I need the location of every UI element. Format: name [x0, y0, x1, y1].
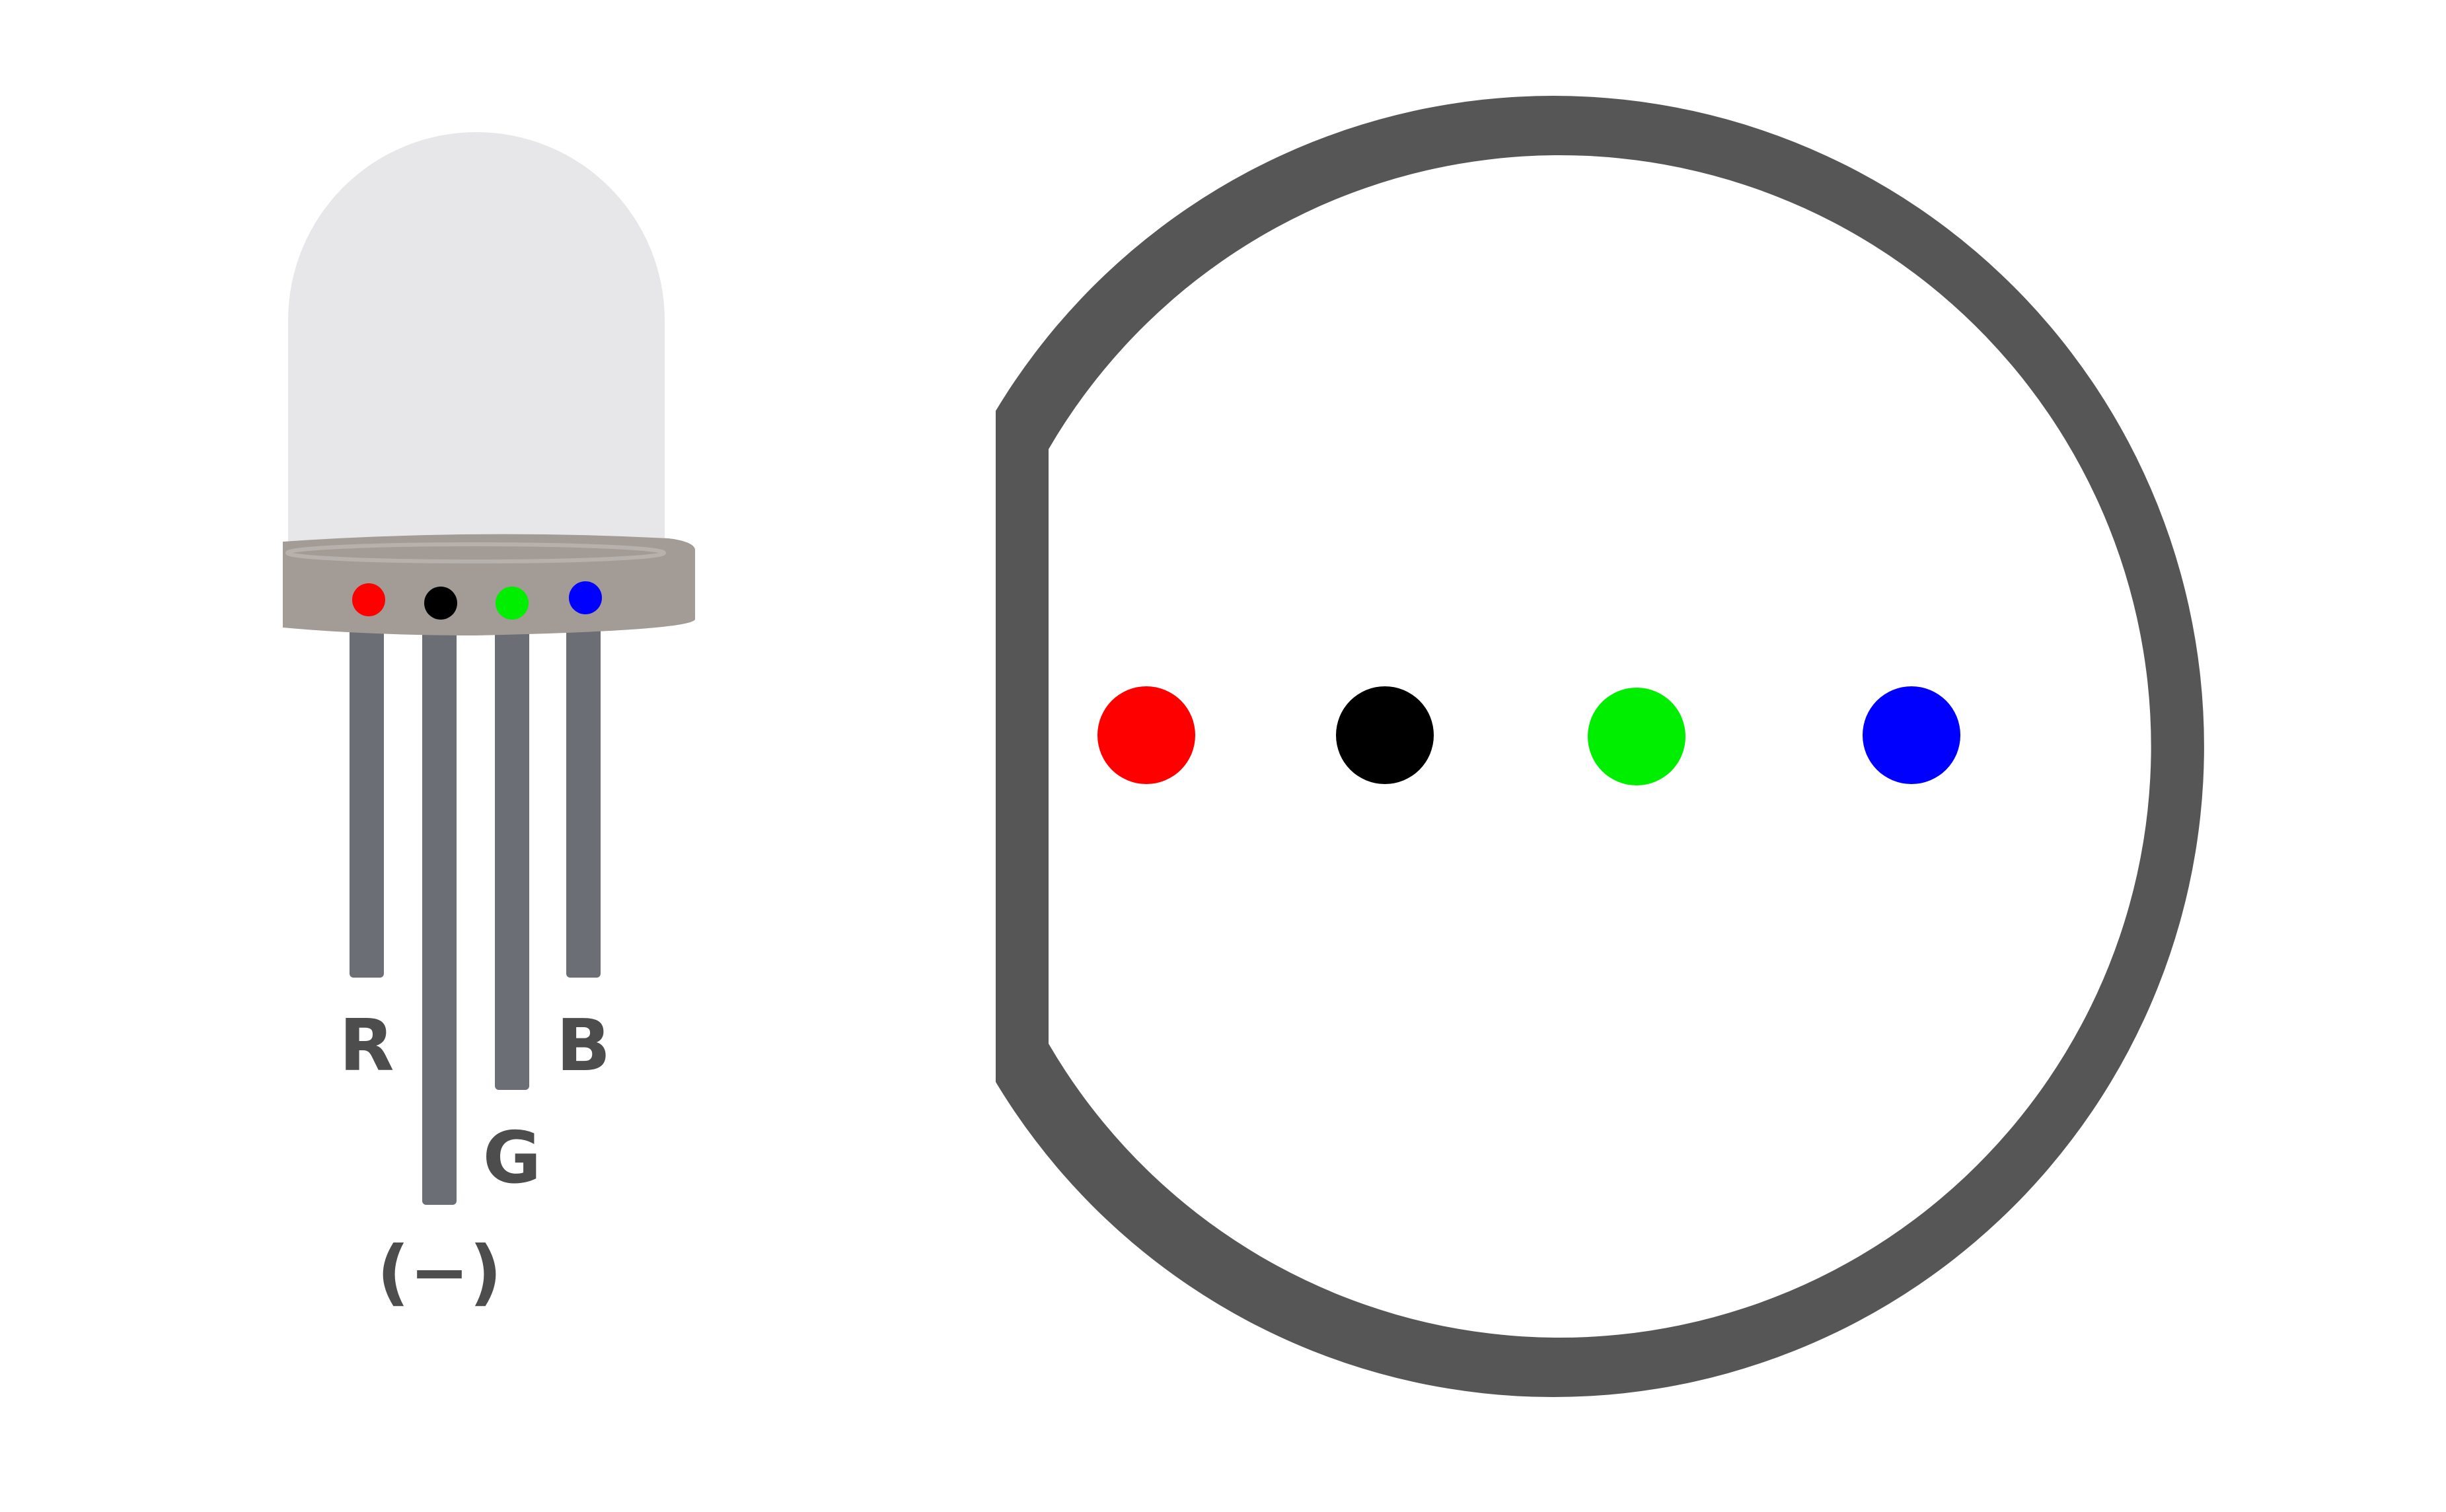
- leg-green: [495, 621, 529, 1090]
- base-dot-green: [496, 587, 529, 620]
- footprint-pin-green: [1588, 688, 1686, 785]
- pin-label-green: G: [483, 1117, 542, 1200]
- pin-label-red: R: [339, 1005, 394, 1087]
- pin-label-negative: (−): [377, 1231, 501, 1314]
- base-dot-red: [352, 583, 385, 616]
- leg-blue: [566, 621, 601, 978]
- led-side-view: R B G (−): [283, 132, 695, 1314]
- led-top-view: [996, 96, 2204, 1398]
- footprint-pin-black: [1336, 686, 1434, 784]
- leg-red: [350, 621, 384, 978]
- leg-black: [422, 621, 457, 1205]
- base-dot-blue: [569, 581, 602, 614]
- footprint-pin-red: [1097, 686, 1195, 784]
- led-base-rim: [285, 542, 666, 563]
- footprint-pin-blue: [1863, 686, 1960, 784]
- pin-label-blue: B: [556, 1005, 611, 1087]
- led-dome: [288, 132, 665, 548]
- base-dot-black: [424, 587, 457, 620]
